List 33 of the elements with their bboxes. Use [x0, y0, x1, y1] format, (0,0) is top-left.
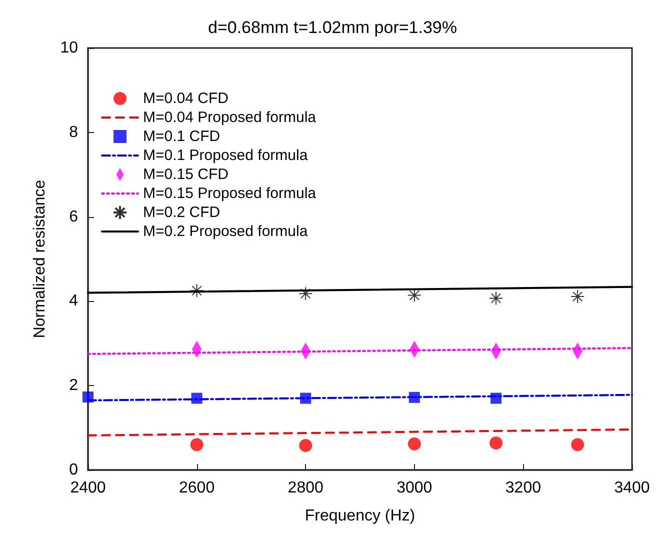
point	[407, 288, 422, 302]
point	[190, 438, 204, 452]
x-tick-label: 3200	[505, 480, 542, 496]
legend-label: M=0.1 CFD	[143, 128, 220, 145]
point	[570, 290, 585, 304]
y-tick-label: 8	[69, 124, 78, 141]
y-tick-label: 2	[69, 377, 78, 394]
point	[408, 437, 421, 450]
x-axis-title: Frequency (Hz)	[304, 508, 416, 524]
legend-label: M=0.15 CFD	[143, 166, 229, 183]
legend-label: M=0.04 CFD	[143, 90, 229, 107]
x-tick-label: 3400	[614, 480, 650, 496]
point	[489, 291, 503, 306]
legend-label: M=0.15 Proposed formula	[143, 185, 317, 202]
point	[571, 438, 584, 452]
point	[299, 439, 312, 452]
y-tick-label: 0	[69, 462, 78, 478]
x-tick-label: 2600	[179, 480, 215, 496]
point	[490, 436, 502, 450]
point	[190, 284, 204, 298]
point	[298, 286, 313, 301]
legend-label: M=0.2 CFD	[143, 204, 220, 221]
x-tick-label: 3000	[396, 480, 432, 496]
x-tick-label: 2800	[288, 480, 324, 496]
y-axis-title: Normalized resistance	[32, 180, 48, 338]
legend-label: M=0.1 Proposed formula	[143, 147, 308, 164]
chart-title: d=0.68mm t=1.02mm por=1.39%	[208, 18, 457, 37]
y-tick-label: 6	[69, 208, 78, 226]
x-tick-label: 2400	[70, 480, 106, 496]
legend-label: M=0.2 Proposed formula	[143, 223, 308, 240]
y-tick-label: 10	[60, 40, 78, 56]
y-tick-label: 4	[69, 292, 78, 310]
legend-label: M=0.04 Proposed formula	[143, 109, 317, 126]
